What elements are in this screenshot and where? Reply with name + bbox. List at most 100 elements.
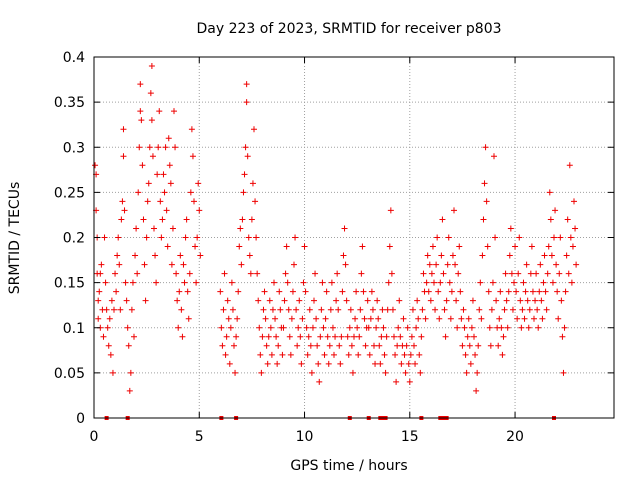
data-point — [346, 324, 353, 331]
data-point — [338, 333, 345, 340]
data-point — [449, 252, 456, 259]
data-point — [337, 360, 344, 367]
data-point — [145, 180, 152, 187]
data-point — [289, 288, 296, 295]
data-point — [163, 207, 170, 214]
data-point — [507, 225, 514, 232]
data-point — [339, 288, 346, 295]
data-point — [127, 369, 134, 376]
data-point — [196, 207, 203, 214]
data-point — [238, 261, 245, 268]
data-point — [299, 315, 306, 322]
data-point — [300, 279, 307, 286]
data-point — [515, 270, 522, 277]
data-point — [275, 342, 282, 349]
data-point — [324, 333, 331, 340]
data-point — [229, 306, 236, 313]
data-point — [118, 216, 125, 223]
data-point — [511, 279, 517, 286]
data-point — [294, 342, 301, 349]
data-point — [537, 261, 544, 268]
data-point — [311, 297, 317, 304]
data-point — [552, 207, 559, 214]
data-point — [539, 315, 546, 322]
data-point — [102, 279, 109, 286]
data-point — [184, 288, 191, 295]
y-tick-label: 0.05 — [54, 366, 85, 382]
data-point — [545, 243, 552, 250]
x-tick-label: 0 — [90, 429, 99, 445]
data-point — [292, 234, 299, 241]
data-point — [162, 144, 169, 151]
data-point — [402, 369, 409, 376]
data-point — [383, 333, 390, 340]
data-point — [475, 342, 482, 349]
data-point — [409, 306, 416, 313]
data-point — [154, 171, 161, 178]
data-point — [503, 297, 510, 304]
data-point — [425, 288, 432, 295]
data-point — [280, 324, 287, 331]
data-point — [333, 297, 340, 304]
data-point — [464, 333, 471, 340]
data-point — [562, 288, 569, 295]
data-point — [179, 333, 186, 340]
data-point — [553, 261, 560, 268]
data-point — [217, 288, 224, 295]
data-point — [491, 153, 497, 160]
data-point — [291, 261, 297, 268]
data-point — [489, 279, 496, 286]
data-point — [325, 360, 332, 367]
data-point — [277, 306, 284, 313]
data-point — [313, 315, 320, 322]
data-point — [382, 369, 389, 376]
data-point — [288, 315, 295, 322]
data-point — [460, 306, 467, 313]
data-point — [226, 360, 233, 367]
data-point — [455, 270, 462, 277]
data-point — [166, 162, 173, 169]
data-point — [468, 324, 475, 331]
data-point — [140, 216, 147, 223]
data-point — [133, 225, 140, 232]
data-point — [320, 324, 327, 331]
data-point — [412, 360, 419, 367]
data-point — [568, 279, 575, 286]
data-point — [487, 342, 494, 349]
data-point — [92, 162, 99, 169]
data-point — [327, 306, 334, 313]
data-point — [114, 252, 121, 259]
data-point — [379, 306, 386, 313]
chart-title: Day 223 of 2023, SRMTID for receiver p80… — [196, 21, 501, 37]
data-point — [389, 306, 396, 313]
data-point — [137, 81, 144, 88]
data-point — [318, 306, 325, 313]
y-tick-label: 0.35 — [54, 95, 85, 111]
data-point — [557, 234, 564, 241]
data-point — [232, 369, 239, 376]
data-point — [319, 279, 326, 286]
data-point — [400, 315, 407, 322]
data-point — [492, 234, 499, 241]
data-point — [245, 234, 252, 241]
data-point — [193, 279, 200, 286]
data-point — [276, 288, 283, 295]
data-point — [512, 243, 519, 250]
data-point — [253, 234, 260, 241]
data-point — [97, 270, 104, 277]
data-point — [137, 108, 144, 115]
data-point — [139, 162, 146, 169]
data-point — [263, 342, 270, 349]
data-point — [302, 288, 309, 295]
data-point — [542, 288, 549, 295]
data-point — [228, 279, 235, 286]
data-point — [109, 369, 116, 376]
data-point — [134, 270, 141, 277]
data-point — [108, 297, 115, 304]
data-point — [483, 198, 490, 205]
data-point — [303, 324, 310, 331]
data-point — [312, 270, 319, 277]
data-point — [284, 279, 291, 286]
data-point — [159, 216, 166, 223]
